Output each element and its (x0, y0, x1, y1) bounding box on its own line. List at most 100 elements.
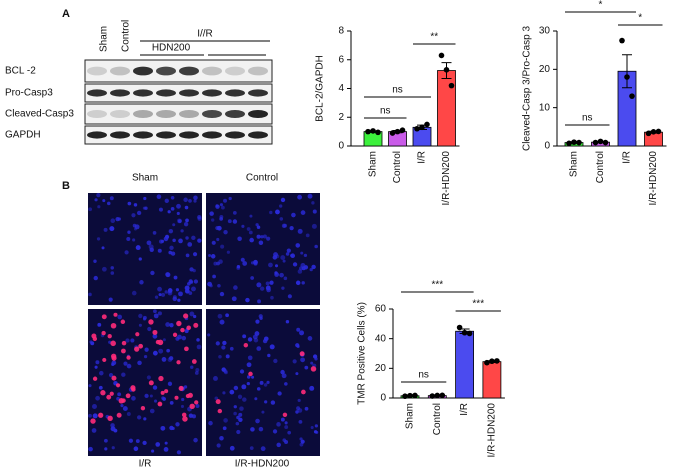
nucleus (154, 295, 159, 299)
blot-band (156, 131, 176, 139)
nucleus (213, 376, 218, 381)
nucleus (241, 384, 247, 390)
data-point (466, 330, 473, 337)
nucleus (135, 439, 140, 443)
blot-band (179, 89, 199, 97)
nucleus (315, 430, 319, 434)
tmr-cell (193, 322, 199, 328)
tmr-cell (100, 390, 106, 396)
tmr-cell (140, 406, 146, 411)
data-point (402, 393, 408, 400)
y-tick-label: 30 (539, 26, 551, 37)
x-tick-label: I/R-HDN200 (648, 151, 659, 206)
nucleus (219, 203, 224, 207)
nucleus (117, 392, 122, 397)
tmr-cell (186, 325, 191, 331)
blot-header: Sham (99, 26, 110, 52)
y-axis-label: TMR Positive Cells (%) (357, 302, 368, 405)
data-point (456, 324, 463, 331)
blot-band (179, 131, 199, 139)
nucleus (196, 344, 202, 350)
nucleus (298, 419, 303, 424)
nucleus (300, 251, 304, 255)
nucleus (166, 348, 170, 353)
y-tick-label: 40 (375, 333, 387, 344)
nucleus (250, 427, 255, 432)
nucleus (167, 290, 173, 296)
nucleus (131, 213, 136, 218)
data-point (407, 392, 413, 399)
nucleus (236, 429, 241, 435)
nucleus (259, 380, 264, 385)
nucleus (240, 257, 245, 262)
nucleus (281, 286, 285, 290)
x-tick-label: I/R (622, 151, 633, 164)
tmr-cell (113, 312, 118, 317)
significance-label: *** (431, 280, 443, 291)
nucleus (161, 396, 165, 400)
data-point (448, 82, 455, 89)
blot-row-label: BCL -2 (5, 66, 36, 77)
nucleus (124, 250, 129, 255)
tmr-cell (107, 415, 113, 422)
nucleus (96, 237, 101, 241)
nucleus (251, 375, 255, 379)
significance-label: ns (582, 113, 593, 124)
nucleus (148, 244, 154, 250)
nucleus (122, 406, 128, 412)
nucleus (291, 212, 296, 218)
nucleus (297, 408, 303, 413)
tmr-cell (135, 332, 140, 337)
significance-label: ns (418, 370, 429, 381)
nucleus (284, 425, 289, 430)
nucleus (165, 322, 171, 327)
data-point (624, 74, 630, 80)
nucleus (272, 429, 278, 434)
nucleus (226, 250, 230, 254)
nucleus (257, 299, 261, 304)
nucleus (153, 309, 157, 314)
nucleus (259, 316, 263, 320)
nucleus (125, 338, 130, 343)
tmr-cell (164, 389, 169, 394)
nucleus (262, 234, 267, 239)
nucleus (126, 412, 131, 417)
nucleus (297, 228, 303, 234)
data-point (597, 138, 604, 145)
nucleus (241, 224, 245, 228)
nucleus (173, 275, 178, 280)
tmr-cell (121, 340, 127, 346)
nucleus (266, 236, 271, 241)
y-axis-label: BCL-2/GAPDH (315, 55, 326, 122)
nucleus (169, 401, 174, 405)
blot-band (156, 89, 176, 97)
nucleus (106, 201, 111, 206)
nucleus (229, 346, 234, 351)
nucleus (227, 219, 232, 224)
nucleus (102, 199, 106, 203)
nucleus (123, 361, 128, 366)
nucleus (128, 438, 134, 443)
nucleus (270, 400, 276, 405)
tmr-cell (109, 391, 114, 396)
nucleus (162, 338, 166, 342)
x-tick-label: I/R (417, 151, 428, 164)
blot-band (87, 89, 107, 97)
tmr-cell (138, 343, 144, 349)
nucleus (147, 326, 152, 332)
tmr-cell (134, 346, 140, 352)
nucleus (249, 214, 253, 218)
blot-band (87, 131, 107, 139)
y-tick-label: 20 (539, 64, 551, 75)
nucleus (310, 361, 314, 365)
image-label: Sham (132, 173, 158, 184)
nucleus (207, 333, 211, 337)
panel-label: B (62, 180, 70, 192)
nucleus (215, 204, 219, 208)
nucleus (232, 211, 237, 215)
nucleus (111, 360, 117, 366)
nucleus (256, 234, 261, 239)
nucleus (92, 413, 98, 419)
significance-label: ns (380, 106, 391, 117)
